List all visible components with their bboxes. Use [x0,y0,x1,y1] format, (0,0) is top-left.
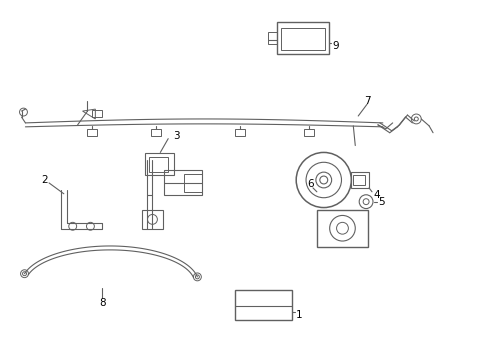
Bar [277,22,329,54]
Text: 5: 5 [378,197,385,207]
Bar [351,172,369,188]
Bar [142,210,163,229]
Bar [151,129,161,136]
Bar [145,153,174,175]
Bar [281,28,325,50]
Bar [304,129,314,136]
Bar [235,129,245,136]
Text: 8: 8 [99,298,105,308]
Text: 3: 3 [173,131,179,141]
Bar [88,129,98,136]
Bar [268,32,277,44]
Circle shape [23,272,26,276]
Bar [353,175,365,185]
Text: 4: 4 [373,190,380,200]
Bar [164,170,202,195]
Bar [148,157,168,172]
Text: 1: 1 [296,310,303,320]
Bar [93,110,102,117]
Circle shape [320,176,328,184]
Circle shape [196,275,199,279]
Text: 2: 2 [41,175,48,185]
Text: 9: 9 [333,41,339,51]
Bar [235,290,292,320]
Bar [184,174,202,192]
Text: 6: 6 [307,179,314,189]
Bar [317,210,368,247]
Text: 7: 7 [364,96,370,106]
